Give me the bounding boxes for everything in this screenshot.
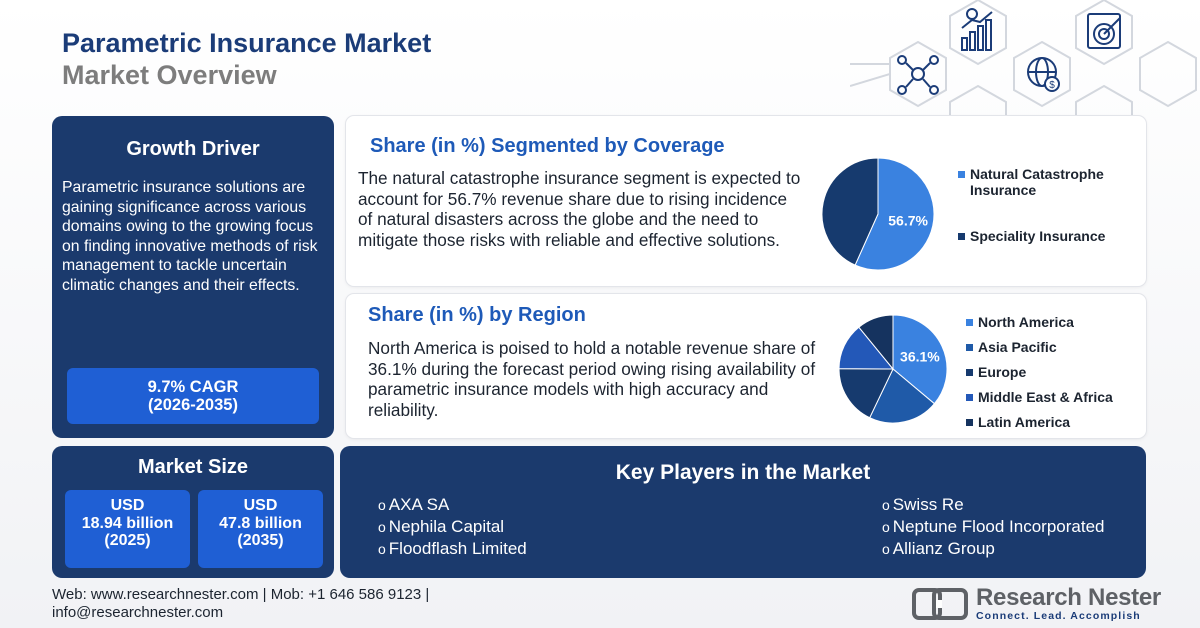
growth-driver-card: Growth Driver Parametric insurance solut…	[52, 116, 334, 438]
player-item: Neptune Flood Incorporated	[882, 516, 1105, 538]
svg-text:$: $	[1049, 80, 1055, 91]
footer-email: info@researchnester.com	[52, 603, 224, 621]
currency-label: USD	[243, 497, 278, 514]
pie-slice-europe	[838, 368, 894, 419]
market-size-card: Market Size USD 18.94 billion (2025) USD…	[52, 446, 334, 578]
pie-slice-natural-catastrophe-insurance	[854, 157, 935, 271]
player-item: Swiss Re	[882, 494, 1105, 516]
legend-item-asia-pacific: Asia Pacific	[966, 339, 1057, 355]
legend-item-middle-east-africa: Middle East & Africa	[966, 389, 1113, 405]
legend-swatch	[966, 419, 973, 426]
legend-label: Insurance	[970, 182, 1037, 198]
legend-label: Europe	[978, 364, 1027, 380]
growth-driver-heading: Growth Driver	[126, 138, 260, 160]
research-nester-logo: Research Nester Connect. Lead. Accomplis…	[912, 584, 1161, 624]
legend-item-speciality-insurance: Speciality Insurance	[958, 228, 1105, 244]
cagr-value: 9.7% CAGR	[147, 378, 239, 396]
player-item: AXA SA	[378, 494, 527, 516]
key-players-card: Key Players in the Market AXA SA Nephila…	[340, 446, 1146, 578]
page-subtitle: Market Overview	[62, 60, 277, 90]
key-players-list-left: AXA SA Nephila Capital Floodflash Limite…	[378, 494, 527, 560]
coverage-pie-chart: 56.7%	[821, 157, 935, 271]
legend-item-north-america: North America	[966, 314, 1074, 330]
legend-swatch	[958, 233, 965, 240]
player-item: Floodflash Limited	[378, 538, 527, 560]
legend-label: North America	[978, 314, 1074, 330]
people-network-icon	[897, 55, 939, 95]
legend-label: Asia Pacific	[978, 339, 1057, 355]
growth-driver-text: Parametric insurance solutions are gaini…	[62, 179, 318, 294]
market-size-heading: Market Size	[137, 456, 249, 478]
market-size-2025-box: USD 18.94 billion (2025)	[65, 490, 190, 568]
market-size-year: (2025)	[104, 532, 151, 549]
legend-item-natural-catastrophe: Natural Catastrophe Insurance	[958, 166, 1104, 198]
player-item: Nephila Capital	[378, 516, 527, 538]
legend-label: Latin America	[978, 414, 1071, 430]
region-text: North America is poised to hold a notabl…	[368, 338, 816, 420]
cagr-badge: 9.7% CAGR (2026-2035)	[67, 368, 319, 424]
legend-swatch	[966, 394, 973, 401]
coverage-legend: Natural Catastrophe Insurance Speciality…	[958, 166, 1138, 256]
legend-swatch	[966, 319, 973, 326]
market-size-year: (2035)	[237, 532, 284, 549]
legend-label: Natural Catastrophe	[970, 166, 1104, 182]
key-players-heading: Key Players in the Market	[615, 461, 871, 484]
pie-slice-north-america	[892, 314, 948, 405]
market-size-value: 47.8 billion	[219, 514, 302, 532]
region-heading: Share (in %) by Region	[368, 304, 586, 326]
cagr-period: (2026-2035)	[148, 396, 238, 414]
legend-swatch	[966, 369, 973, 376]
pie-slice-speciality-insurance	[821, 157, 879, 266]
page-title: Parametric Insurance Market	[62, 28, 432, 58]
legend-swatch	[958, 171, 965, 178]
market-size-value: 18.94 billion	[81, 514, 174, 532]
market-size-2035-box: USD 47.8 billion (2035)	[198, 490, 323, 568]
globe-dollar-icon: $	[1027, 57, 1060, 92]
growth-chart-icon	[961, 8, 993, 51]
region-legend: North America Asia Pacific Europe Middle Ea…	[966, 314, 1141, 434]
coverage-text: The natural catastrophe insurance segmen…	[358, 168, 801, 250]
player-item: Allianz Group	[882, 538, 1105, 560]
region-card: Share (in %) by Region North America is …	[346, 294, 1146, 438]
footer-contact: Web: www.researchnester.com | Mob: +1 64…	[52, 586, 429, 621]
currency-label: USD	[110, 497, 145, 514]
hexagon-decoration: $	[850, 0, 1200, 118]
legend-label: Speciality Insurance	[970, 228, 1106, 244]
pie-slice-latin-america	[858, 314, 894, 371]
legend-swatch	[966, 344, 973, 351]
logo-mark-icon	[912, 588, 968, 620]
coverage-heading: Share (in %) Segmented by Coverage	[370, 135, 725, 157]
footer-web-phone: Web: www.researchnester.com | Mob: +1 64…	[52, 586, 430, 603]
logo-tagline: Connect. Lead. Accomplish	[976, 610, 1141, 622]
coverage-card: Share (in %) Segmented by Coverage The n…	[346, 116, 1146, 286]
key-players-list-right: Swiss Re Neptune Flood Incorporated Alli…	[882, 494, 1105, 560]
legend-label: Middle East & Africa	[978, 389, 1113, 405]
pie-data-label: 36.1%	[900, 348, 940, 364]
pie-slice-asia-pacific	[869, 368, 936, 424]
legend-item-europe: Europe	[966, 364, 1026, 380]
pie-data-label: 56.7%	[888, 212, 928, 228]
logo-name: Research Nester	[976, 584, 1161, 611]
target-icon	[1087, 13, 1121, 49]
region-pie-chart: 36.1%	[838, 314, 948, 424]
legend-item-latin-america: Latin America	[966, 414, 1070, 430]
